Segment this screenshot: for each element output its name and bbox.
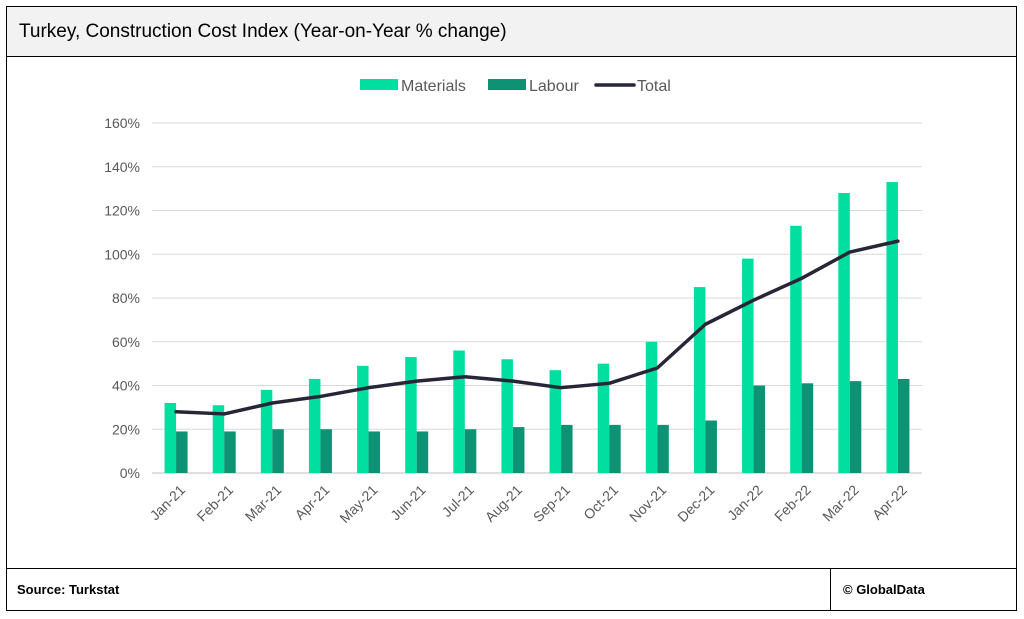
chart-title: Turkey, Construction Cost Index (Year-on… (19, 21, 507, 42)
x-tick-label: Jul-21 (439, 482, 477, 520)
labour-bar (849, 381, 862, 473)
materials-bar (693, 287, 706, 473)
materials-bar (212, 405, 225, 473)
legend-swatch (360, 79, 398, 90)
labour-bar (753, 385, 766, 473)
chart-area: 0% 20% 40% 60% 80% 100% 120% 140% 160% Jan-21 Feb-… (7, 57, 1016, 568)
labour-bar (801, 383, 814, 473)
y-tick-label: 20% (112, 421, 140, 437)
legend-label: Materials (401, 78, 466, 95)
x-tick-label: Feb-21 (194, 482, 237, 525)
x-tick-label: Sep-21 (530, 482, 573, 525)
y-tick-label: 80% (112, 290, 140, 306)
materials-bar (597, 363, 610, 473)
materials-bar (886, 182, 898, 473)
materials-bar (790, 225, 802, 473)
x-tick-label: Nov-21 (626, 482, 669, 525)
labour-bar (561, 424, 573, 473)
materials-bar (838, 193, 850, 473)
labour-bar (705, 420, 717, 473)
materials-bar (405, 357, 417, 473)
materials-bar (308, 378, 321, 473)
labour-bar (368, 431, 381, 473)
y-tick-label: 40% (112, 378, 140, 394)
labour-bar (897, 378, 910, 473)
labour-bar (176, 431, 188, 473)
x-tick-label: Mar-22 (819, 482, 862, 525)
footer: Source: Turkstat © GlobalData (7, 568, 1016, 610)
x-tick-label: Dec-21 (674, 482, 717, 525)
labour-bar (272, 429, 284, 473)
materials-bar (453, 350, 465, 473)
y-tick-label: 120% (104, 203, 140, 219)
materials-bar (742, 258, 754, 473)
legend-swatch (488, 79, 526, 90)
title-bar: Turkey, Construction Cost Index (Year-on… (7, 7, 1016, 57)
y-tick-label: 0% (120, 465, 140, 481)
x-tick-label: Mar-21 (242, 482, 285, 525)
x-tick-label: Jan-21 (147, 482, 189, 524)
materials-bar (357, 365, 369, 473)
materials-bar (501, 359, 513, 473)
y-tick-label: 140% (104, 159, 140, 175)
footer-divider (830, 569, 831, 610)
copyright-text: © GlobalData (843, 582, 925, 597)
total-line (174, 239, 900, 416)
x-tick-label: Oct-21 (580, 482, 621, 523)
legend-label: Labour (529, 78, 579, 95)
x-tick-label: Apr-21 (291, 482, 332, 523)
legend-label: Total (637, 78, 671, 95)
x-tick-label: Jun-21 (387, 482, 429, 524)
y-tick-label: 100% (104, 246, 140, 262)
labour-bar (657, 424, 669, 473)
y-tick-label: 60% (112, 334, 140, 350)
labour-bar (416, 431, 429, 473)
labour-bar (320, 429, 332, 473)
x-tick-label: Aug-21 (482, 482, 525, 525)
labour-bar (464, 429, 477, 473)
source-text: Source: Turkstat (17, 582, 120, 597)
materials-bar (164, 403, 177, 473)
chart-svg: 0%20%40%60%80%100%120%140%160%Jan-21 Feb-… (104, 78, 922, 526)
y-tick-label: 160% (104, 115, 140, 131)
labour-bar (512, 427, 525, 473)
materials-bar (549, 370, 562, 473)
x-tick-label: Jan-22 (724, 482, 766, 524)
materials-bar (645, 341, 658, 473)
labour-bar (224, 431, 236, 473)
x-tick-label: May-21 (336, 482, 380, 526)
chart-frame: Turkey, Construction Cost Index (Year-on… (6, 6, 1017, 611)
x-tick-label: Apr-22 (869, 482, 910, 523)
x-tick-label: Feb-22 (771, 482, 814, 525)
labour-bar (609, 424, 621, 473)
materials-bar (260, 389, 273, 473)
